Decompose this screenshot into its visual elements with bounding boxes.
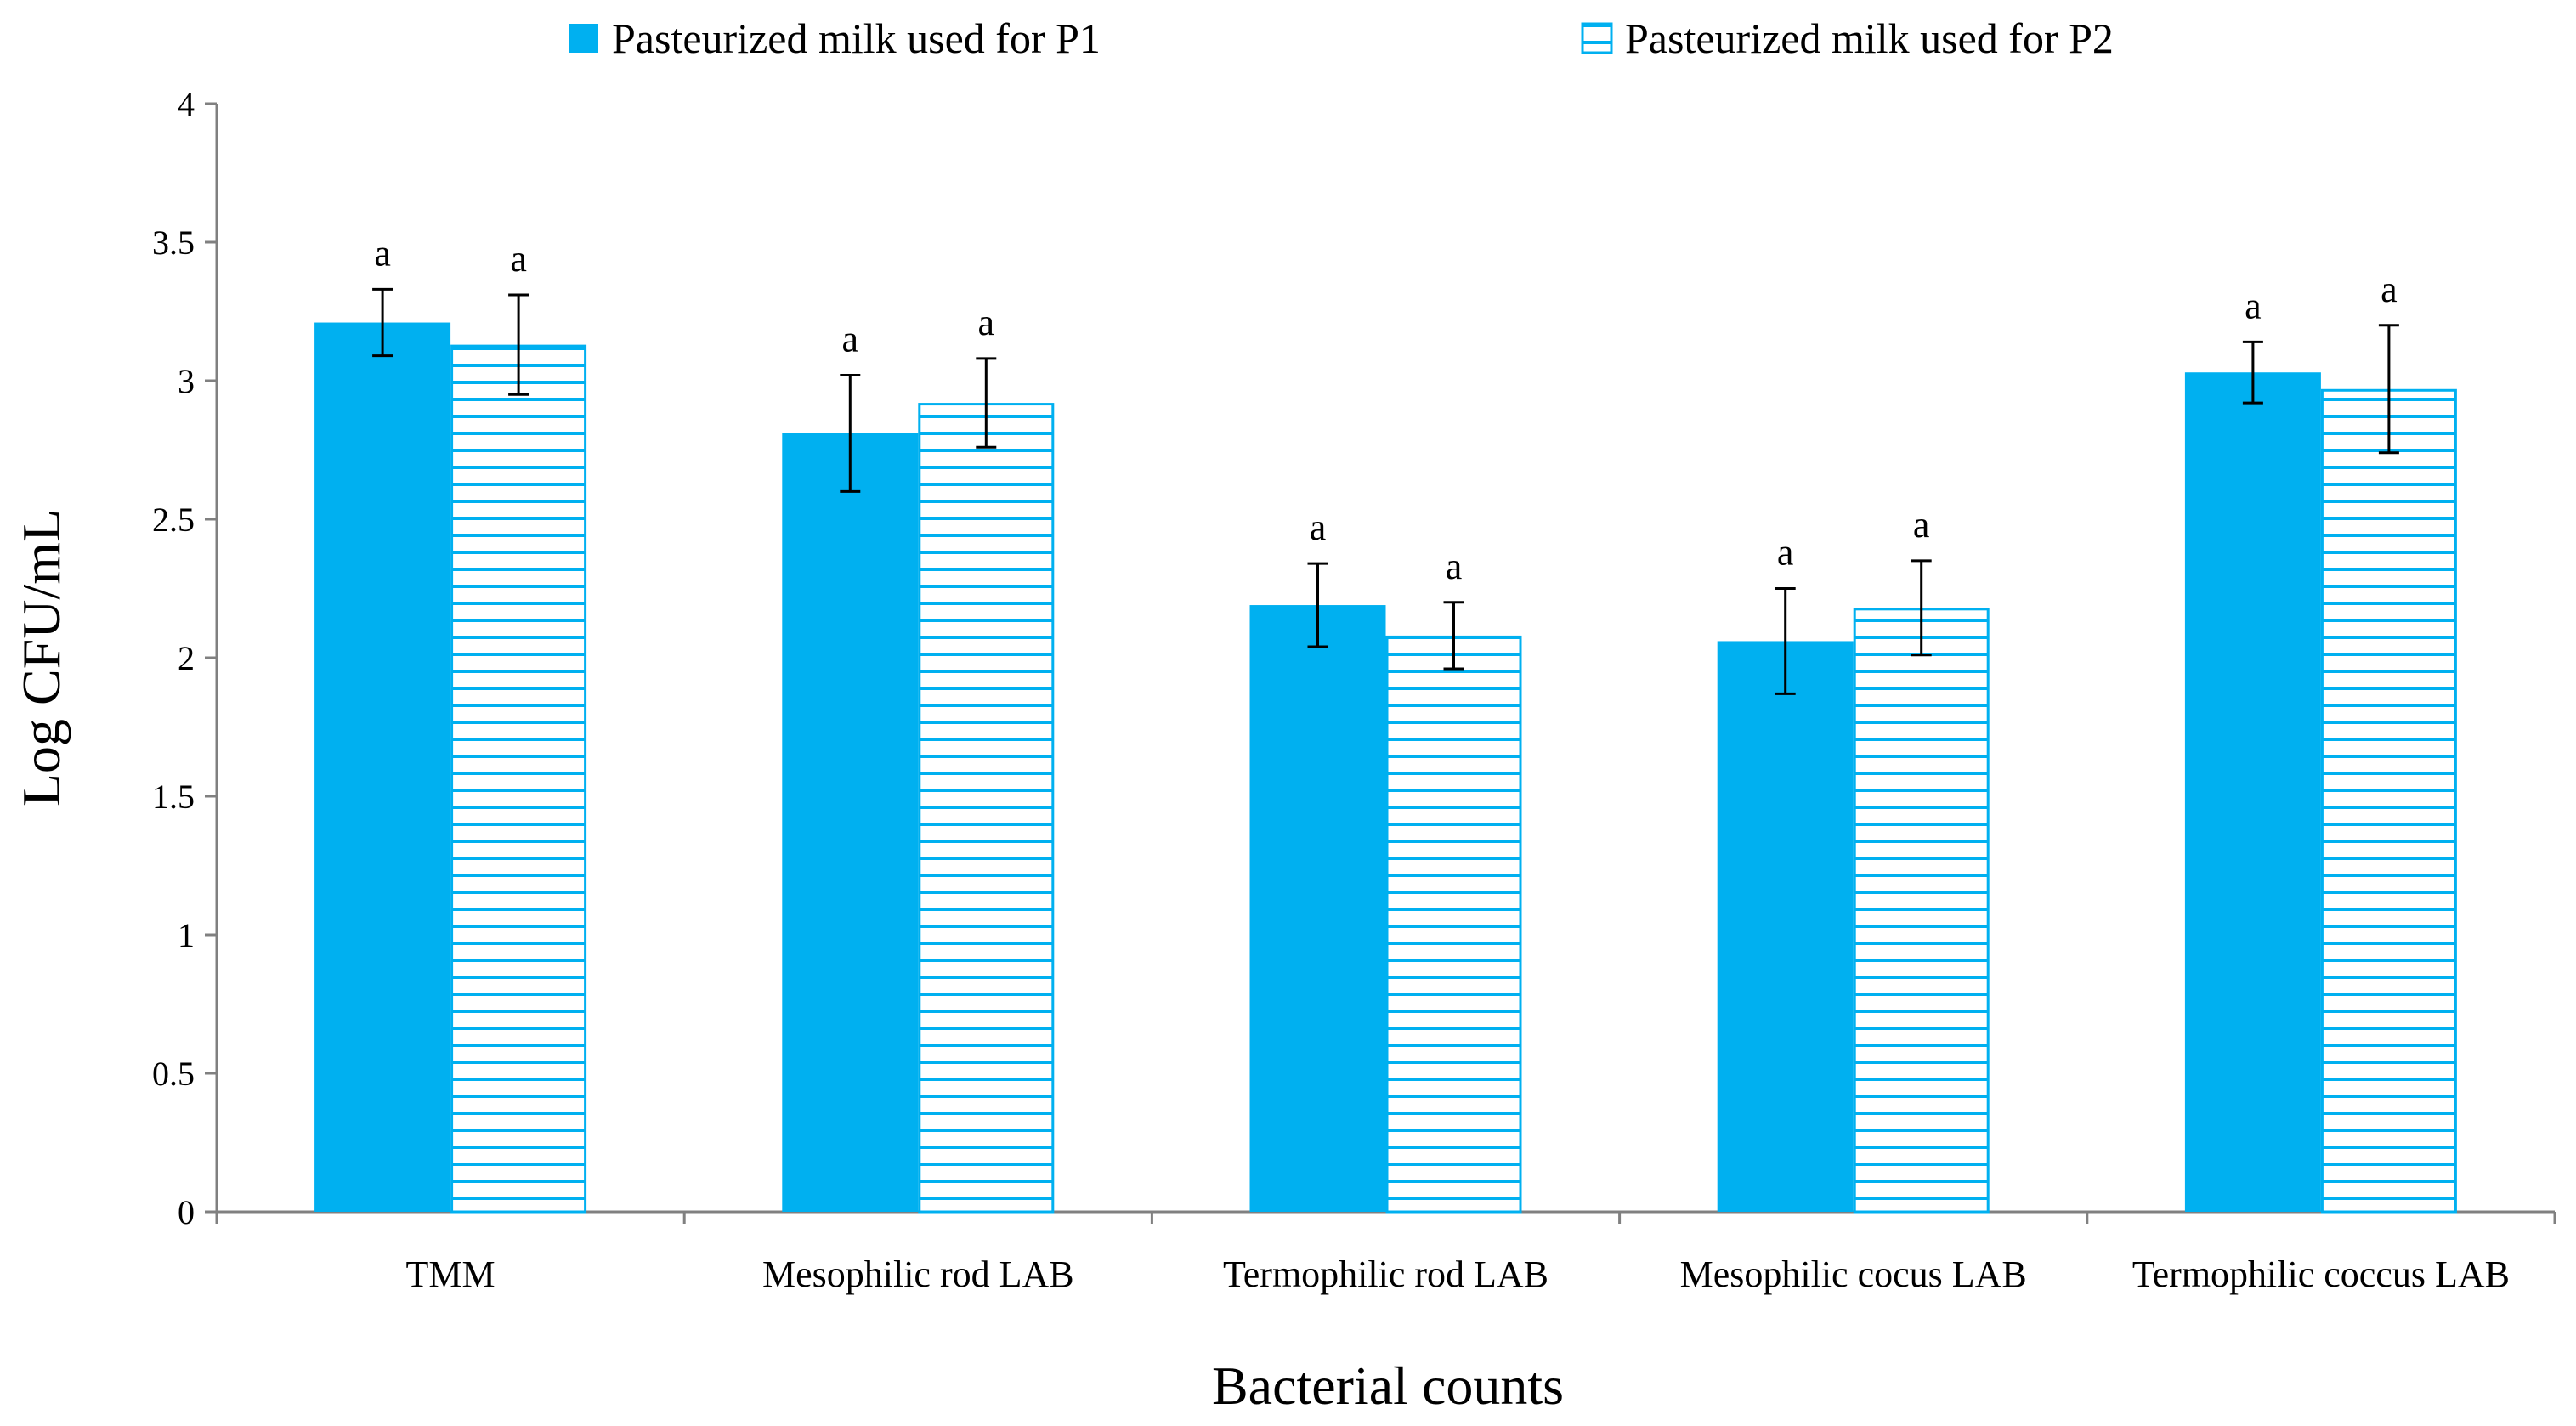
significance-labels: a a a a a a a a a a	[374, 232, 2397, 586]
category-label: Mesophilic cocus LAB	[1680, 1253, 2027, 1295]
significance-letter: a	[510, 238, 527, 280]
x-axis-ticks	[215, 1212, 2556, 1224]
significance-letter: a	[1446, 546, 1463, 587]
y-axis-title: Log CFU/mL	[11, 509, 71, 806]
bar-p1	[2184, 372, 2321, 1213]
bar-p2	[450, 344, 587, 1214]
legend-swatch-p2	[1581, 22, 1613, 54]
bar-p2	[1385, 635, 1522, 1214]
error-bars	[372, 287, 2399, 695]
y-tick-label: 0	[178, 1193, 195, 1231]
y-tick-label: 1.5	[152, 778, 195, 816]
significance-letter: a	[978, 302, 995, 343]
bar-p2	[2320, 388, 2457, 1214]
x-axis-title: Bacterial counts	[1212, 1355, 1564, 1416]
legend-label-p2: Pasteurized milk used for P2	[1625, 14, 2114, 62]
bar-p2	[918, 403, 1055, 1214]
y-tick-label: 3.5	[152, 224, 195, 262]
y-tick-label: 0.5	[152, 1055, 195, 1093]
category-labels: TMM Mesophilic rod LAB Termophilic rod LAB…	[406, 1253, 2510, 1295]
y-axis-ticks: 0 0.5 1 1.5 2 2.5 3 3.5 4	[152, 85, 217, 1231]
significance-letter: a	[2381, 269, 2398, 310]
y-tick-label: 1	[178, 916, 195, 954]
bar-p1	[314, 322, 451, 1212]
bars	[314, 322, 2457, 1214]
significance-letter: a	[374, 232, 391, 274]
significance-letter: a	[842, 318, 859, 359]
legend: Pasteurized milk used for P1 Pasteurized…	[569, 14, 2114, 62]
bar-p1	[1717, 641, 1854, 1212]
significance-letter: a	[1777, 532, 1794, 574]
significance-letter: a	[2245, 285, 2262, 326]
bar-p1	[782, 433, 919, 1212]
bar-p1	[1249, 605, 1386, 1212]
y-tick-label: 3	[178, 362, 195, 400]
category-label: Mesophilic rod LAB	[762, 1253, 1074, 1295]
bar-p2	[1853, 608, 1990, 1214]
y-tick-label: 4	[178, 85, 195, 123]
significance-letter: a	[1310, 506, 1327, 548]
category-label: TMM	[406, 1253, 495, 1295]
legend-label-p1: Pasteurized milk used for P1	[612, 14, 1101, 62]
y-tick-label: 2.5	[152, 501, 195, 539]
category-label: Termophilic coccus LAB	[2132, 1253, 2510, 1295]
legend-swatch-p1	[569, 24, 598, 53]
category-label: Termophilic rod LAB	[1223, 1253, 1548, 1295]
significance-letter: a	[1913, 504, 1930, 546]
y-tick-label: 2	[178, 639, 195, 677]
